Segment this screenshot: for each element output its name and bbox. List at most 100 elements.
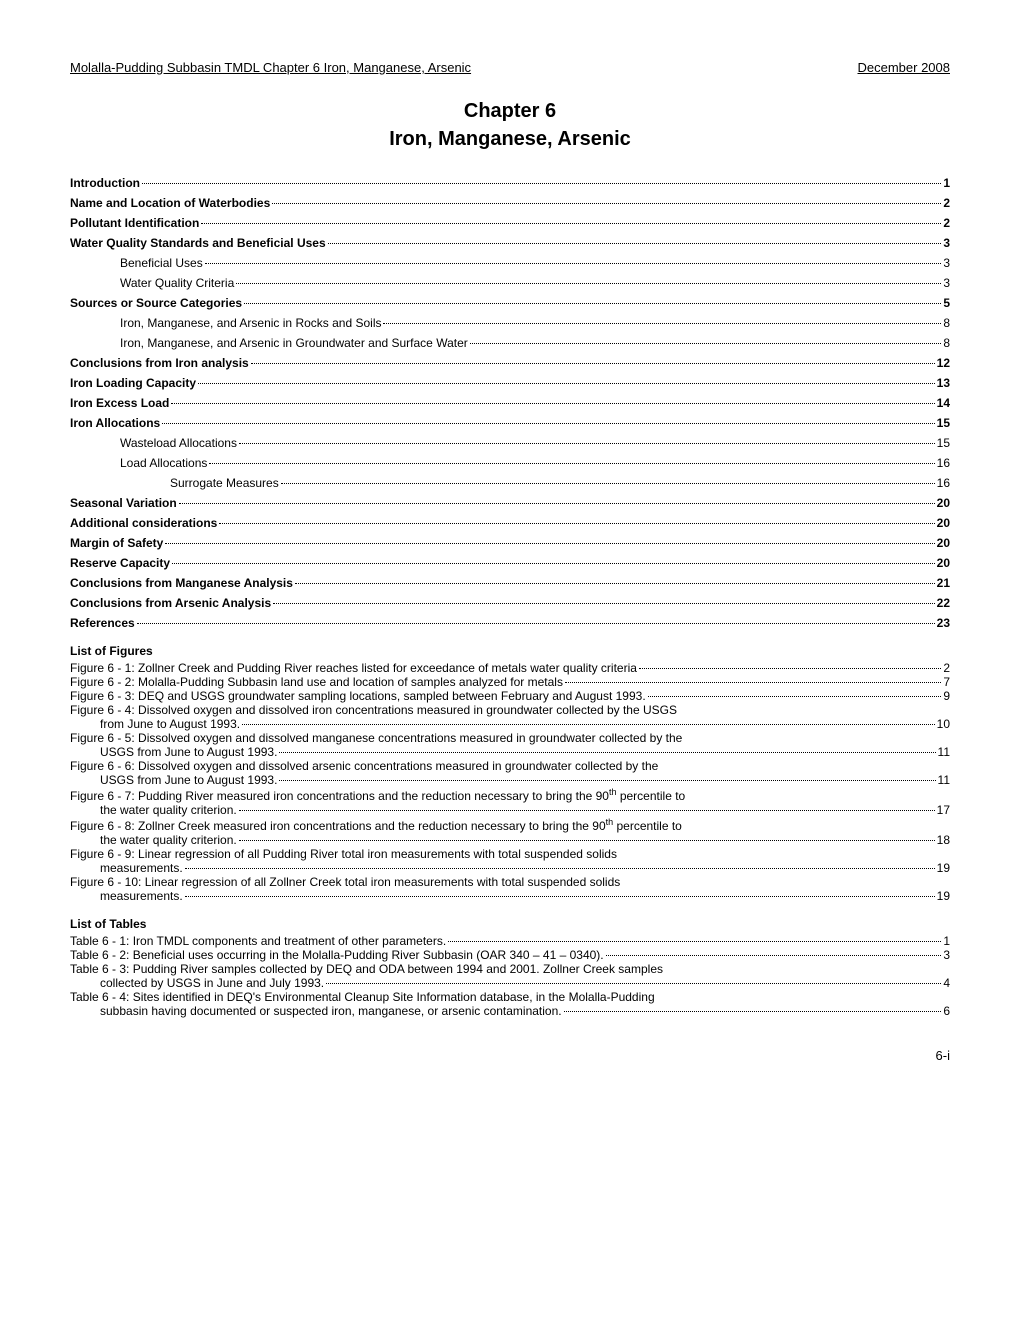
toc-text: Water Quality Criteria <box>120 276 234 290</box>
toc-leader-dots <box>198 383 935 384</box>
list-entry: Figure 6 - 1: Zollner Creek and Pudding … <box>70 661 950 675</box>
list-entry: Figure 6 - 2: Molalla-Pudding Subbasin l… <box>70 675 950 689</box>
toc-leader-dots <box>251 363 935 364</box>
toc-entry: Iron Loading Capacity 13 <box>70 376 950 390</box>
toc-leader-dots <box>272 203 941 204</box>
list-entry: Figure 6 - 7: Pudding River measured iro… <box>70 787 950 817</box>
toc-page: 14 <box>937 396 950 410</box>
entry-page: 19 <box>937 861 950 875</box>
toc-entry: Sources or Source Categories 5 <box>70 296 950 310</box>
header-right: December 2008 <box>858 60 951 75</box>
list-of-figures: Figure 6 - 1: Zollner Creek and Pudding … <box>70 661 950 903</box>
toc-entry: Pollutant Identification 2 <box>70 216 950 230</box>
toc-leader-dots <box>244 303 941 304</box>
toc-text: Sources or Source Categories <box>70 296 242 310</box>
entry-text: USGS from June to August 1993. <box>100 745 277 759</box>
leader-dots <box>648 696 942 697</box>
entry-line2: measurements. 19 <box>70 861 950 875</box>
toc-leader-dots <box>142 183 941 184</box>
leader-dots <box>239 810 935 811</box>
toc-leader-dots <box>165 543 934 544</box>
toc-text: References <box>70 616 135 630</box>
entry-text: USGS from June to August 1993. <box>100 773 277 787</box>
toc-entry: Iron Excess Load 14 <box>70 396 950 410</box>
chapter-subtitle: Iron, Manganese, Arsenic <box>70 128 950 151</box>
list-entry: Table 6 - 2: Beneficial uses occurring i… <box>70 948 950 962</box>
toc-page: 13 <box>937 376 950 390</box>
entry-line1: Figure 6 - 7: Pudding River measured iro… <box>70 787 950 803</box>
toc-entry: Name and Location of Waterbodies 2 <box>70 196 950 210</box>
list-entry: Figure 6 - 9: Linear regression of all P… <box>70 847 950 875</box>
toc-text: Conclusions from Manganese Analysis <box>70 576 293 590</box>
toc-page: 20 <box>937 496 950 510</box>
entry-page: 17 <box>937 803 950 817</box>
toc-page: 15 <box>937 416 950 430</box>
entry-line2: USGS from June to August 1993. 11 <box>70 745 950 759</box>
entry-page: 3 <box>943 948 950 962</box>
toc-leader-dots <box>205 263 942 264</box>
toc-entry: Conclusions from Arsenic Analysis 22 <box>70 596 950 610</box>
toc-entry: Margin of Safety 20 <box>70 536 950 550</box>
toc-text: Reserve Capacity <box>70 556 170 570</box>
toc-entry: Reserve Capacity 20 <box>70 556 950 570</box>
entry-page: 4 <box>943 976 950 990</box>
entry-page: 6 <box>943 1004 950 1018</box>
entry-line2: from June to August 1993.10 <box>70 717 950 731</box>
figures-heading: List of Figures <box>70 644 950 658</box>
entry-text: Table 6 - 2: Beneficial uses occurring i… <box>70 948 604 962</box>
toc-entry: Iron, Manganese, and Arsenic in Rocks an… <box>70 316 950 330</box>
leader-dots <box>279 780 935 781</box>
toc-entry: Conclusions from Manganese Analysis 21 <box>70 576 950 590</box>
toc-leader-dots <box>273 603 934 604</box>
list-entry: Table 6 - 4: Sites identified in DEQ's E… <box>70 990 950 1018</box>
entry-line1: Figure 6 - 10: Linear regression of all … <box>70 875 950 889</box>
leader-dots <box>564 1011 942 1012</box>
toc-page: 5 <box>943 296 950 310</box>
entry-page: 18 <box>937 833 950 847</box>
leader-dots <box>279 752 935 753</box>
toc-text: Conclusions from Iron analysis <box>70 356 249 370</box>
entry-text: Figure 6 - 2: Molalla-Pudding Subbasin l… <box>70 675 563 689</box>
toc-leader-dots <box>171 403 934 404</box>
toc-text: Conclusions from Arsenic Analysis <box>70 596 271 610</box>
entry-text: measurements. <box>100 861 183 875</box>
list-entry: Figure 6 - 5: Dissolved oxygen and disso… <box>70 731 950 759</box>
toc-entry: References 23 <box>70 616 950 630</box>
entry-page: 1 <box>943 934 950 948</box>
entry-line2: the water quality criterion. 17 <box>70 803 950 817</box>
toc-page: 3 <box>943 256 950 270</box>
toc-leader-dots <box>172 563 935 564</box>
toc-page: 15 <box>937 436 950 450</box>
leader-dots <box>242 724 935 725</box>
header-left: Molalla-Pudding Subbasin TMDL Chapter 6 … <box>70 60 471 75</box>
toc-page: 22 <box>937 596 950 610</box>
entry-text: Figure 6 - 1: Zollner Creek and Pudding … <box>70 661 637 675</box>
entry-text: Figure 6 - 3: DEQ and USGS groundwater s… <box>70 689 646 703</box>
toc-leader-dots <box>328 243 942 244</box>
leader-dots <box>239 840 935 841</box>
entry-line1: Table 6 - 4: Sites identified in DEQ's E… <box>70 990 950 1004</box>
toc-text: Seasonal Variation <box>70 496 177 510</box>
entry-line1: Figure 6 - 9: Linear regression of all P… <box>70 847 950 861</box>
entry-line2: collected by USGS in June and July 1993.… <box>70 976 950 990</box>
toc-entry: Water Quality Standards and Beneficial U… <box>70 236 950 250</box>
page-number: 6-i <box>70 1048 950 1063</box>
list-entry: Figure 6 - 10: Linear regression of all … <box>70 875 950 903</box>
entry-page: 9 <box>943 689 950 703</box>
leader-dots <box>448 941 941 942</box>
entry-page: 11 <box>938 745 950 759</box>
entry-line1: Figure 6 - 8: Zollner Creek measured iro… <box>70 817 950 833</box>
toc-text: Beneficial Uses <box>120 256 203 270</box>
toc-page: 8 <box>943 336 950 350</box>
toc-page: 21 <box>937 576 950 590</box>
toc-text: Load Allocations <box>120 456 207 470</box>
toc-page: 16 <box>937 476 950 490</box>
toc-leader-dots <box>209 463 934 464</box>
toc-entry: Iron Allocations 15 <box>70 416 950 430</box>
entry-line2: subbasin having documented or suspected … <box>70 1004 950 1018</box>
toc-leader-dots <box>219 523 934 524</box>
toc-page: 2 <box>943 196 950 210</box>
entry-line2: the water quality criterion.18 <box>70 833 950 847</box>
entry-text: the water quality criterion. <box>100 803 237 817</box>
toc-page: 20 <box>937 556 950 570</box>
